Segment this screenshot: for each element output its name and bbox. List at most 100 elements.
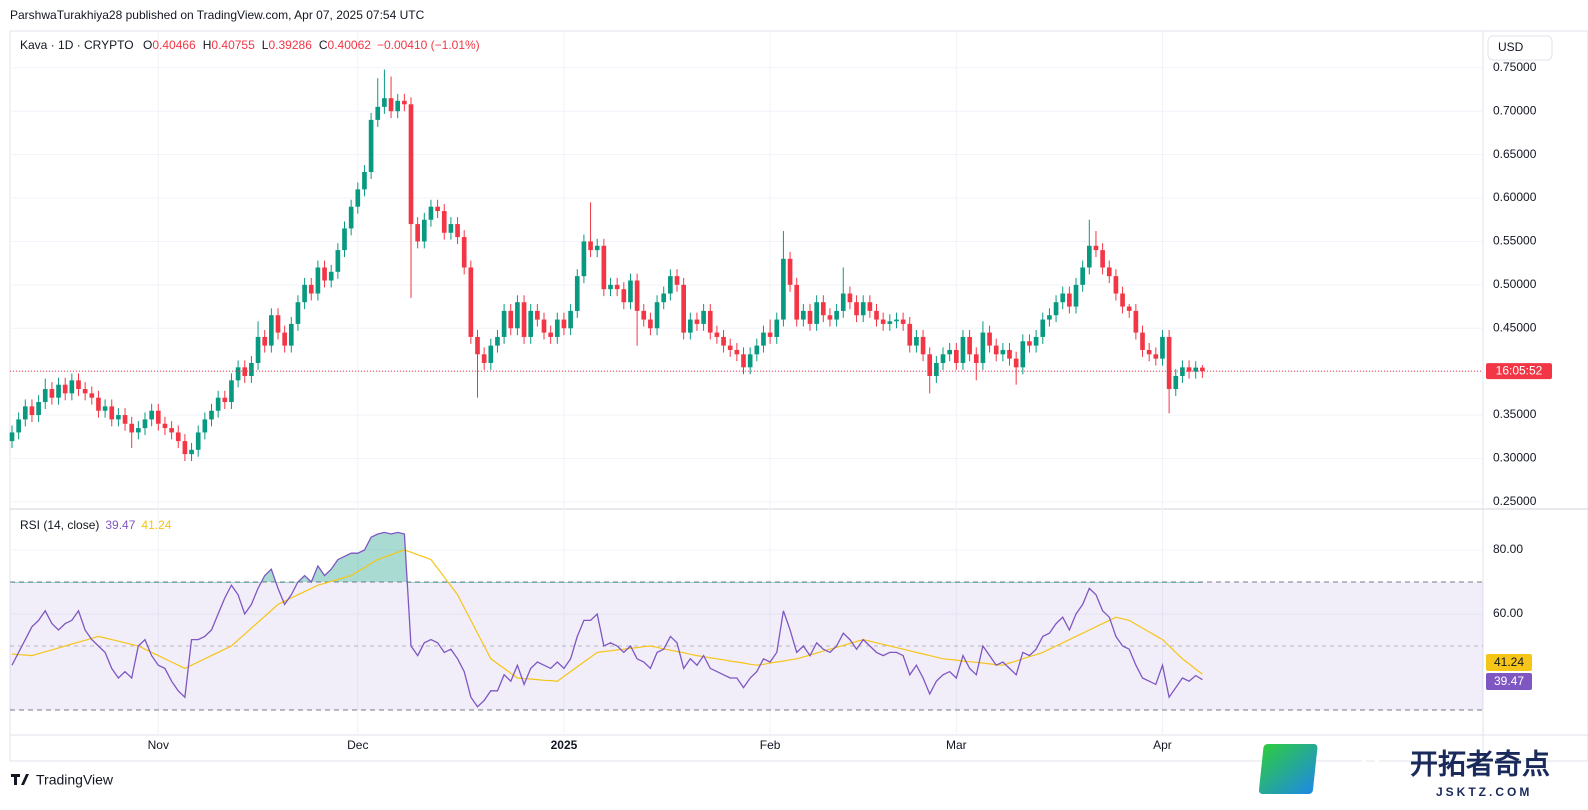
candle-body bbox=[934, 362, 939, 377]
candle-body bbox=[222, 397, 228, 403]
candle-body bbox=[1033, 336, 1039, 346]
candle-body bbox=[867, 302, 873, 311]
candle-body bbox=[687, 319, 693, 333]
candle-body bbox=[641, 310, 647, 320]
candle-body bbox=[634, 280, 640, 311]
candle-body bbox=[302, 284, 307, 303]
candle-body bbox=[348, 206, 354, 229]
candle-body bbox=[940, 354, 946, 363]
candle-body bbox=[89, 393, 95, 398]
candle-body bbox=[468, 267, 474, 337]
candle-body bbox=[488, 345, 494, 363]
candle-body bbox=[415, 224, 420, 242]
candle-body bbox=[907, 323, 913, 346]
rsi-badge-label: 41.24 bbox=[1494, 655, 1524, 669]
candle-body bbox=[9, 432, 15, 442]
candle-body bbox=[435, 206, 440, 212]
candle-body bbox=[455, 224, 460, 238]
candle-body bbox=[16, 419, 21, 433]
candle-body bbox=[820, 302, 826, 316]
candle-body bbox=[734, 349, 740, 355]
candle-body bbox=[342, 228, 347, 251]
countdown: 16:05:52 bbox=[1496, 363, 1543, 377]
candle-body bbox=[787, 258, 793, 285]
candle-body bbox=[249, 362, 254, 377]
candle-body bbox=[953, 349, 959, 363]
candle-body bbox=[741, 354, 746, 368]
candle-body bbox=[1007, 349, 1012, 359]
candle-body bbox=[36, 402, 41, 416]
candle-body bbox=[747, 354, 753, 368]
currency[interactable]: USD bbox=[1498, 40, 1524, 54]
candle-body bbox=[102, 406, 108, 411]
candle-body bbox=[195, 432, 201, 450]
rsi-value-badge bbox=[1486, 654, 1532, 671]
candle-body bbox=[242, 367, 248, 377]
y-tick-label: 0.30000 bbox=[1493, 451, 1537, 465]
y-tick-label: 0.75000 bbox=[1493, 60, 1537, 74]
y-tick-label: 0.65000 bbox=[1493, 147, 1537, 161]
candle-body bbox=[1020, 341, 1026, 368]
candle-body bbox=[322, 267, 327, 281]
x-tick-label: Dec bbox=[347, 738, 368, 752]
candle-body bbox=[601, 245, 607, 290]
candle-body bbox=[56, 384, 61, 398]
x-tick-label: 2025 bbox=[551, 738, 578, 752]
candle-body bbox=[408, 104, 414, 225]
candle-body bbox=[1053, 302, 1059, 316]
candle-body bbox=[308, 284, 314, 294]
tradingview-logo: TradingView bbox=[11, 772, 114, 788]
candle-body bbox=[860, 302, 866, 316]
candle-body bbox=[581, 241, 587, 277]
rsi-legend-value: 39.47 bbox=[105, 518, 135, 532]
candle-body bbox=[42, 389, 48, 403]
candle-body bbox=[535, 310, 540, 320]
candle-body bbox=[721, 336, 726, 346]
candle-body bbox=[621, 289, 627, 303]
rsi-value-badge bbox=[1486, 673, 1532, 690]
candle-body bbox=[1073, 284, 1079, 307]
candle-body bbox=[368, 119, 374, 172]
candle-body bbox=[235, 367, 241, 381]
chart-frame bbox=[9, 30, 1588, 762]
y-tick-label: 0.25000 bbox=[1493, 494, 1537, 508]
candle-body bbox=[874, 310, 879, 320]
candle-body bbox=[794, 284, 800, 320]
candle-body bbox=[1166, 336, 1172, 390]
candle-body bbox=[947, 349, 952, 355]
candle-body bbox=[29, 406, 35, 416]
ohlc-prefix: O bbox=[143, 38, 152, 52]
candle-body bbox=[189, 449, 194, 455]
candle-body bbox=[122, 415, 128, 424]
y-tick-label: 0.45000 bbox=[1493, 320, 1537, 334]
candle-body bbox=[162, 423, 168, 429]
candle-body bbox=[588, 241, 593, 251]
x-tick-label: Mar bbox=[946, 738, 967, 752]
brand: TradingView bbox=[36, 772, 114, 788]
candle-body bbox=[441, 211, 447, 233]
currency-button[interactable] bbox=[1487, 35, 1553, 61]
candle-body bbox=[96, 397, 101, 411]
candle-body bbox=[1180, 367, 1185, 377]
candle-body bbox=[282, 332, 287, 346]
candle-body bbox=[707, 310, 713, 333]
ohlc-prefix: L bbox=[262, 38, 269, 52]
candle-body bbox=[1000, 349, 1006, 355]
candle-body bbox=[674, 276, 680, 285]
watermark-logo-text: B bbox=[1360, 750, 1382, 783]
candle-body bbox=[548, 332, 553, 337]
candle-body bbox=[987, 332, 992, 346]
candle-body bbox=[880, 319, 886, 324]
candle-body bbox=[22, 406, 28, 420]
candle-body bbox=[1086, 245, 1092, 268]
candle-body bbox=[1126, 306, 1132, 311]
grid bbox=[10, 31, 1483, 735]
candle-body bbox=[495, 336, 500, 346]
candle-body bbox=[754, 345, 760, 355]
candle-body bbox=[887, 321, 893, 324]
logo-icon bbox=[11, 774, 29, 785]
candle-body bbox=[827, 315, 833, 320]
watermark-logo bbox=[1258, 744, 1318, 794]
ohlc-legend: O0.40466 H0.40755 L0.39286 C0.40062 −0.00410… bbox=[143, 38, 480, 52]
